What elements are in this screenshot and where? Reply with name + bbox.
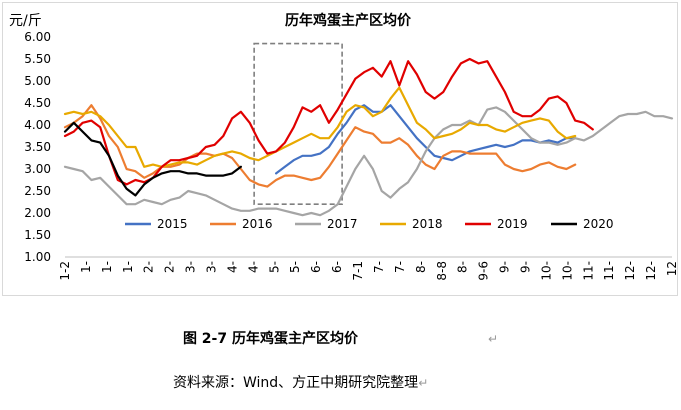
x-tick-label: 9-6 bbox=[477, 261, 491, 281]
x-tick-label: 7- bbox=[372, 261, 386, 273]
x-tick-label: 1- bbox=[100, 261, 114, 273]
line-chart: 元/斤 历年鸡蛋主产区均价 1.00 1.50 2.00 2.50 3.00 3.50 4.… bbox=[9, 12, 679, 281]
x-tick-label: 10- bbox=[539, 261, 553, 281]
y-tick-label: 5.50 bbox=[24, 52, 51, 66]
x-tick-label: 11- bbox=[581, 261, 595, 281]
legend-label: 2019 bbox=[497, 217, 528, 231]
figure-caption: 图 2-7 历年鸡蛋主产区均价 ↵ bbox=[0, 328, 681, 348]
legend-label: 2018 bbox=[412, 217, 443, 231]
x-tick-label: 7- bbox=[393, 261, 407, 273]
source-note: 资料来源：Wind、方正中期研究院整理↵ bbox=[173, 372, 428, 392]
y-tick-label: 2.50 bbox=[24, 184, 51, 198]
y-tick-label: 6.00 bbox=[24, 30, 51, 44]
x-tick-label: 6- bbox=[309, 261, 323, 273]
x-tick-label: 6- bbox=[330, 261, 344, 273]
x-tick-label: 5- bbox=[267, 261, 281, 273]
x-tick-label: 8-8 bbox=[435, 261, 449, 281]
y-tick-label: 3.50 bbox=[24, 140, 51, 154]
legend-label: 2017 bbox=[327, 217, 358, 231]
x-tick-label: 4- bbox=[246, 261, 260, 273]
x-tick-label: 1-2 bbox=[58, 261, 72, 281]
y-tick-label: 5.00 bbox=[24, 74, 51, 88]
source-return-mark: ↵ bbox=[418, 376, 429, 390]
x-tick-label: 2- bbox=[163, 261, 177, 273]
y-axis-unit-label: 元/斤 bbox=[9, 13, 42, 29]
x-tick-label: 7-1 bbox=[351, 261, 365, 281]
y-tick-label: 3.00 bbox=[24, 162, 51, 176]
legend-label: 2020 bbox=[583, 217, 614, 231]
legend-label: 2015 bbox=[157, 217, 188, 231]
x-tick-label: 4- bbox=[225, 261, 239, 273]
x-tick-label: 5- bbox=[288, 261, 302, 273]
x-tick-label: 1- bbox=[121, 261, 135, 273]
chart-area: 元/斤 历年鸡蛋主产区均价 1.00 1.50 2.00 2.50 3.00 3.50 4.… bbox=[2, 2, 679, 296]
x-tick-label: 9- bbox=[518, 261, 532, 273]
x-tick-label: 12 bbox=[665, 261, 679, 276]
x-tick-label: 1- bbox=[79, 261, 93, 273]
highlight-box bbox=[253, 42, 343, 206]
x-tick-label: 3- bbox=[205, 261, 219, 273]
caption-return-mark: ↵ bbox=[487, 332, 499, 346]
y-tick-label: 1.50 bbox=[24, 228, 51, 242]
x-tick-label: 8- bbox=[456, 261, 470, 273]
series-line-2017 bbox=[63, 106, 674, 217]
y-tick-label: 4.00 bbox=[24, 118, 51, 132]
series-line-2015 bbox=[275, 104, 577, 175]
x-tick-label: 12- bbox=[623, 261, 637, 281]
y-tick-label: 1.00 bbox=[24, 250, 51, 264]
series-line-2020 bbox=[63, 121, 242, 197]
x-tick-label: 12- bbox=[644, 261, 658, 281]
x-tick-label: 11- bbox=[602, 261, 616, 281]
x-tick-label: 2- bbox=[142, 261, 156, 273]
x-tick-label: 10- bbox=[560, 261, 574, 281]
x-tick-label: 3- bbox=[184, 261, 198, 273]
y-tick-label: 4.50 bbox=[24, 96, 51, 110]
x-tick-label: 8- bbox=[414, 261, 428, 273]
series-line-2016 bbox=[63, 104, 577, 188]
source-text: 资料来源：Wind、方正中期研究院整理 bbox=[173, 375, 419, 391]
figure-caption-text: 图 2-7 历年鸡蛋主产区均价 bbox=[182, 331, 358, 347]
series-line-2018 bbox=[63, 86, 577, 168]
x-tick-label: 9- bbox=[498, 261, 512, 273]
chart-title: 历年鸡蛋主产区均价 bbox=[285, 12, 412, 29]
legend-label: 2016 bbox=[242, 217, 273, 231]
y-tick-label: 2.00 bbox=[24, 206, 51, 220]
